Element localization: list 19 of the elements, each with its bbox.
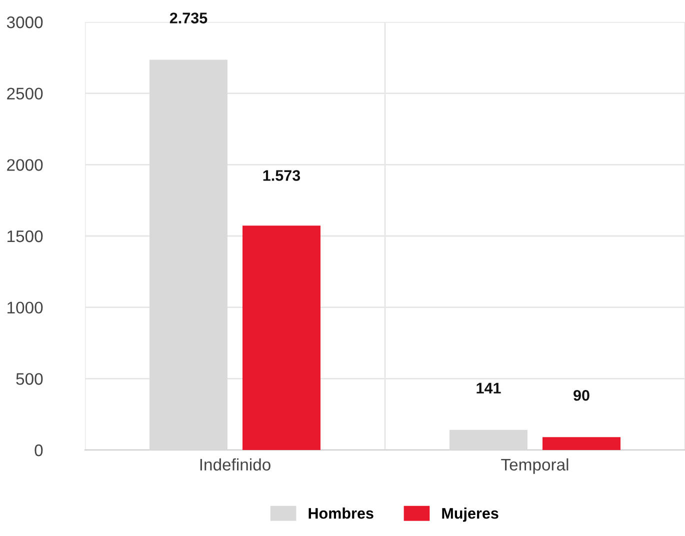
data-label: 141 [476,382,501,394]
data-label: 1.573 [263,170,300,181]
y-tick-label: 2000 [7,159,43,171]
y-tick-label: 1500 [8,230,43,242]
data-label: 2.735 [170,12,208,24]
x-tick-label: Temporal [501,458,568,474]
y-tick-label: 1000 [8,302,43,314]
y-tick-label: 2500 [7,88,43,100]
data-label: 90 [574,390,590,401]
bar [542,437,620,450]
bar [450,430,528,450]
bar [150,60,228,450]
y-tick-label: 500 [16,373,43,385]
x-tick-label: Indefinido [200,458,270,471]
bar [242,226,320,450]
y-tick-label: 0 [34,444,43,456]
legend-label: Mujeres [442,508,498,522]
legend-label: Hombres [308,508,374,519]
y-tick-label: 3000 [6,16,43,28]
